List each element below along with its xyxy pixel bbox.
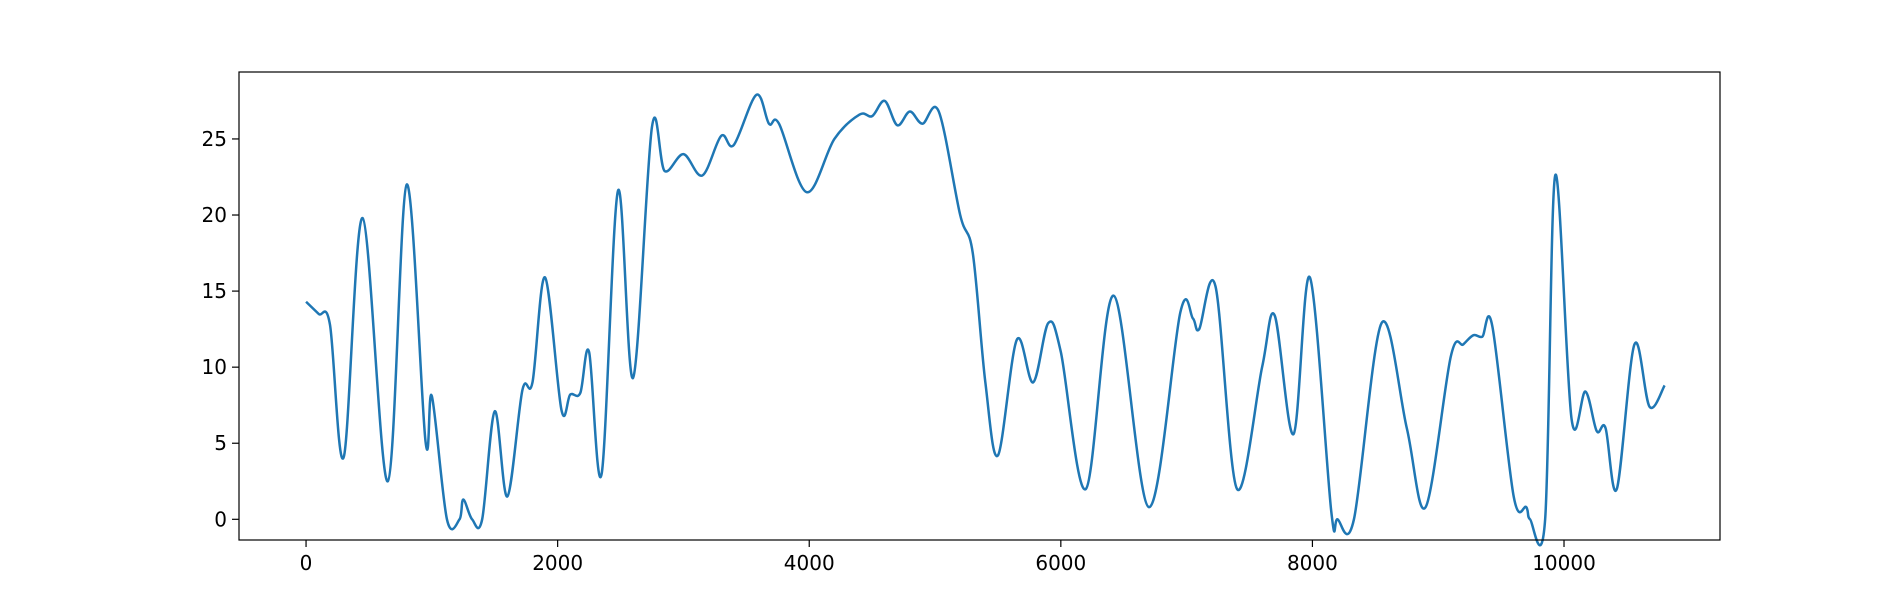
data-line [305, 93, 1666, 547]
y-tick-label: 5 [214, 431, 227, 455]
x-tick-label: 6000 [1035, 551, 1086, 575]
y-tick-label: 15 [202, 279, 227, 303]
x-tick-label: 0 [300, 551, 313, 575]
y-tick-label: 10 [202, 355, 227, 379]
y-tick-label: 25 [202, 127, 227, 151]
x-tick-label: 10000 [1532, 551, 1596, 575]
x-tick-label: 2000 [532, 551, 583, 575]
x-tick-label: 8000 [1287, 551, 1338, 575]
y-tick-label: 0 [214, 507, 227, 531]
y-tick-label: 20 [202, 203, 227, 227]
plot-frame [238, 71, 1721, 541]
x-tick-label: 4000 [784, 551, 835, 575]
